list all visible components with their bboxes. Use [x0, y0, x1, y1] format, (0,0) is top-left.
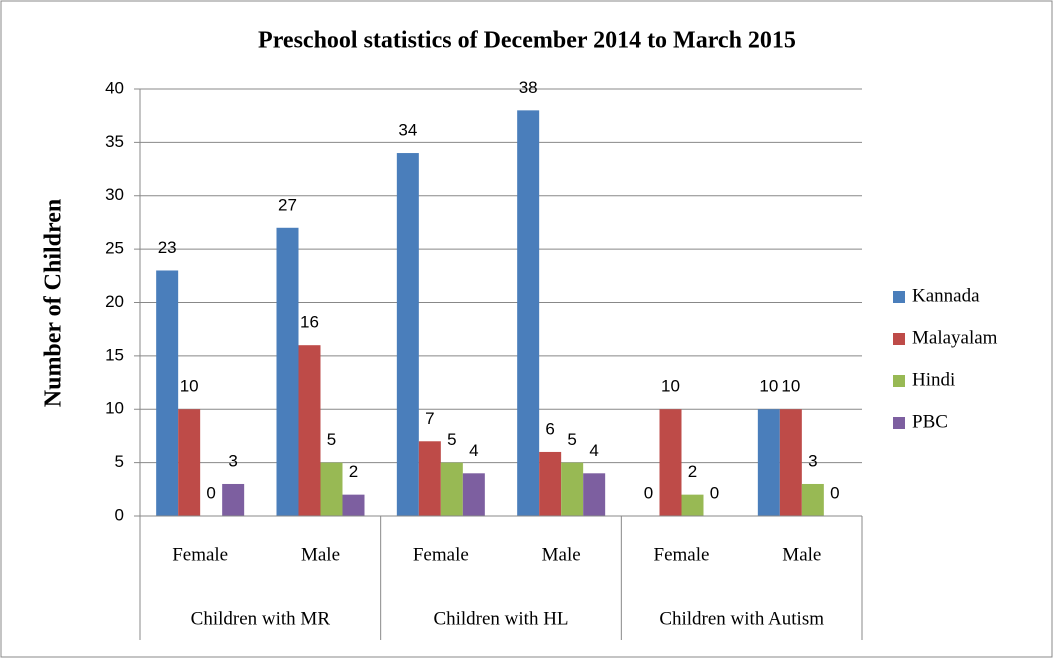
bar: [757, 409, 780, 516]
data-label: 10: [661, 377, 680, 396]
y-tick-label: 30: [105, 185, 124, 204]
group-label: Children with MR: [191, 608, 331, 629]
y-tick-label: 25: [105, 239, 124, 258]
data-label: 2: [349, 462, 358, 481]
legend-label: Kannada: [912, 285, 980, 306]
x-tick-label: Male: [301, 544, 340, 565]
bar: [222, 483, 245, 516]
data-label: 3: [228, 451, 237, 470]
chart-title: Preschool statistics of December 2014 to…: [258, 28, 796, 54]
legend-swatch: [893, 375, 905, 387]
data-label: 0: [206, 483, 215, 502]
bar: [418, 441, 441, 516]
data-label: 10: [759, 377, 778, 396]
x-tick-label: Female: [172, 544, 228, 565]
bar: [561, 462, 584, 516]
bar: [320, 462, 343, 516]
y-axis-label: Number of Children: [41, 199, 67, 407]
y-tick-label: 40: [105, 78, 124, 97]
data-label: 4: [589, 441, 598, 460]
data-label: 0: [830, 483, 839, 502]
y-tick-label: 35: [105, 132, 124, 151]
bar: [298, 345, 321, 516]
x-tick-label: Female: [413, 544, 469, 565]
legend-label: Malayalam: [912, 327, 998, 348]
group-label: Children with HL: [433, 608, 568, 629]
data-label: 0: [710, 483, 719, 502]
y-tick-label: 20: [105, 292, 124, 311]
legend-swatch: [893, 417, 905, 429]
x-tick-label: Male: [782, 544, 821, 565]
bar: [659, 409, 682, 516]
data-label: 10: [781, 377, 800, 396]
y-tick-label: 15: [105, 345, 124, 364]
data-label: 7: [425, 409, 434, 428]
bar: [779, 409, 802, 516]
data-label: 38: [519, 78, 538, 97]
bar: [517, 110, 540, 516]
data-label: 27: [278, 195, 297, 214]
data-label: 5: [567, 430, 576, 449]
data-label: 3: [808, 451, 817, 470]
bar: [440, 462, 463, 516]
data-label: 23: [158, 238, 177, 257]
legend-swatch: [893, 291, 905, 303]
data-label: 5: [327, 430, 336, 449]
y-tick-label: 5: [115, 452, 124, 471]
bar: [681, 494, 704, 516]
data-label: 10: [180, 377, 199, 396]
y-tick-label: 10: [105, 399, 124, 418]
x-tick-label: Female: [654, 544, 710, 565]
data-label: 0: [644, 483, 653, 502]
bar: [462, 473, 485, 516]
data-label: 34: [398, 121, 417, 140]
bar: [801, 483, 824, 516]
group-label: Children with Autism: [659, 608, 824, 629]
bar: [156, 270, 179, 516]
data-label: 16: [300, 313, 319, 332]
data-label: 4: [469, 441, 478, 460]
y-tick-label: 0: [115, 505, 124, 524]
data-label: 5: [447, 430, 456, 449]
legend-label: PBC: [912, 411, 948, 432]
data-label: 2: [688, 462, 697, 481]
bar: [583, 473, 606, 516]
data-label: 6: [545, 419, 554, 438]
bar: [539, 451, 562, 516]
x-tick-label: Male: [542, 544, 581, 565]
bar: [178, 409, 201, 516]
legend-swatch: [893, 333, 905, 345]
bar: [276, 227, 299, 516]
bar: [342, 494, 365, 516]
legend-label: Hindi: [912, 369, 955, 390]
bar: [396, 153, 419, 517]
